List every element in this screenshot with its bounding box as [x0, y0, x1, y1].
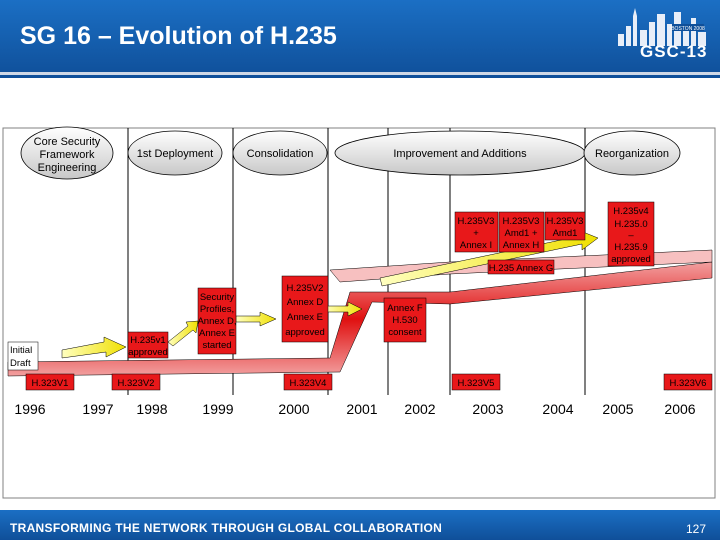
svg-text:Annex I: Annex I	[460, 240, 492, 251]
gsc-logo-icon: BOSTON 2008	[618, 8, 706, 46]
h235v4-box	[607, 201, 655, 267]
svg-text:Annex H: Annex H	[503, 240, 540, 251]
initial-draft-box	[7, 341, 39, 371]
year-label: 2006	[664, 401, 695, 417]
svg-text:Annex E: Annex E	[199, 328, 235, 339]
year-label: 1999	[202, 401, 233, 417]
svg-text:approved: approved	[285, 327, 325, 338]
svg-text:H.235V2: H.235V2	[287, 283, 324, 294]
year-label: 2001	[346, 401, 377, 417]
year-label: 1997	[82, 401, 113, 417]
year-label: 2000	[278, 401, 309, 417]
slide-title: SG 16 – Evolution of H.235	[20, 22, 337, 50]
h323v5-box	[451, 373, 501, 391]
phase-label: 1st Deployment	[137, 148, 213, 160]
footer-tagline: TRANSFORMING THE NETWORK THROUGH GLOBAL …	[10, 521, 443, 535]
svg-text:H.235.9: H.235.9	[614, 242, 647, 253]
svg-text:H.235V3: H.235V3	[458, 216, 495, 227]
year-label: 1996	[14, 401, 45, 417]
svg-text:H.323V6: H.323V6	[670, 378, 707, 389]
h235-evolution-band	[7, 261, 713, 377]
year-axis: 1996 1997 1998 1999 2000 2001 2002 2003 …	[14, 401, 695, 417]
title-divider	[0, 72, 720, 75]
phase-consolidation	[232, 130, 328, 176]
h323v4-box	[283, 373, 333, 391]
h323-versions: H.323V1 H.323V2 H.323V4 H.323V5 H.323V6	[25, 373, 713, 391]
title-bar	[0, 0, 720, 78]
h235v3-annex-h-box	[498, 211, 545, 253]
phase-ellipses	[20, 126, 681, 180]
svg-text:consent: consent	[388, 327, 422, 338]
phase-core-security	[20, 126, 114, 180]
phase-label: Improvement and Additions	[393, 148, 527, 160]
h323v6-box	[663, 373, 713, 391]
phase-1st-deployment	[127, 130, 223, 176]
svg-text:+: +	[473, 228, 479, 239]
svg-text:started: started	[202, 340, 231, 351]
h235v1-box	[127, 331, 169, 359]
logo-text: GSC-13	[640, 42, 708, 61]
h323v1-box	[25, 373, 75, 391]
logo-small-text: BOSTON 2008	[671, 26, 705, 32]
svg-text:Annex D,: Annex D,	[197, 316, 236, 327]
h323v2-box	[111, 373, 161, 391]
arrow-security	[235, 311, 277, 327]
svg-text:H.235V3: H.235V3	[503, 216, 540, 227]
arrow-consent	[324, 301, 363, 317]
svg-text:Initial: Initial	[10, 345, 32, 356]
year-label: 2002	[404, 401, 435, 417]
security-profiles-box	[197, 287, 237, 355]
svg-text:Amd1: Amd1	[553, 228, 578, 239]
arrow-initial	[61, 336, 127, 359]
svg-text:H.235V3: H.235V3	[547, 216, 584, 227]
svg-text:approved: approved	[128, 347, 168, 358]
phase-label: Reorganization	[595, 148, 669, 160]
svg-text:Draft: Draft	[10, 358, 31, 369]
h235v3-annex-i-box	[454, 211, 499, 253]
svg-text:H.235v4: H.235v4	[613, 206, 648, 217]
svg-text:H.323V5: H.323V5	[458, 378, 495, 389]
svg-text:H.235 Annex G: H.235 Annex G	[489, 263, 553, 274]
svg-text:approved: approved	[611, 254, 651, 265]
svg-text:H.323V1: H.323V1	[32, 378, 69, 389]
year-label: 2005	[602, 401, 633, 417]
svg-text:–: –	[628, 230, 634, 241]
svg-text:Annex F: Annex F	[387, 303, 423, 314]
svg-text:Annex D: Annex D	[287, 297, 324, 308]
footer-bar	[0, 510, 720, 540]
phase-label-line: Engineering	[38, 162, 97, 174]
svg-text:Security: Security	[200, 292, 235, 303]
year-label: 2004	[542, 401, 573, 417]
annex-f-box	[383, 297, 427, 343]
phase-label-line: Core Security	[34, 136, 101, 148]
svg-text:H.530: H.530	[392, 315, 417, 326]
phase-label-line: Framework	[39, 149, 95, 161]
h235v2-box	[281, 275, 329, 343]
svg-text:Amd1 +: Amd1 +	[504, 228, 537, 239]
annex-g-box	[487, 259, 555, 275]
year-label: 2003	[472, 401, 503, 417]
h235v3-amd1-box	[544, 211, 586, 241]
svg-text:Profiles,: Profiles,	[200, 304, 234, 315]
arrow-h235v1	[167, 320, 199, 347]
svg-text:H.323V4: H.323V4	[290, 378, 327, 389]
svg-text:H.235v1: H.235v1	[130, 335, 165, 346]
svg-text:H.323V2: H.323V2	[118, 378, 155, 389]
svg-text:H.235.0: H.235.0	[614, 219, 647, 230]
year-label: 1998	[136, 401, 167, 417]
phase-reorganization	[583, 130, 681, 176]
svg-text:Annex E: Annex E	[287, 312, 323, 323]
page-number: 127	[686, 522, 707, 536]
phase-label: Consolidation	[247, 148, 314, 160]
